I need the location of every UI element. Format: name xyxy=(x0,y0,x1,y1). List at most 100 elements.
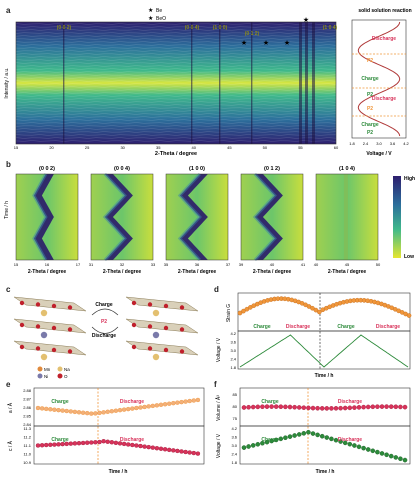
panel-letter-b: b xyxy=(6,160,11,169)
strain-point xyxy=(406,313,412,318)
map-xtick: 16 xyxy=(45,262,50,267)
c-param-point xyxy=(138,443,143,449)
voltage-point xyxy=(370,448,376,454)
xrd-peak-stripe xyxy=(251,22,253,144)
voltage-point xyxy=(260,440,265,446)
map-xlabel: 2-Theta / degree xyxy=(103,269,142,275)
c-param-point xyxy=(134,443,139,448)
a-param-point xyxy=(138,405,143,410)
d-ytick: 3.0 xyxy=(230,348,236,353)
f-xlabel: Time / h xyxy=(316,469,335,475)
map-xtick: 45 xyxy=(345,262,350,267)
panel-f-volume-voltage: Volume / Å³ Voltage / V 85 80 75 4.2 3.6 3.0 2… xyxy=(215,387,411,475)
colorbar-high: High xyxy=(404,176,415,182)
volume-point xyxy=(388,404,394,409)
strain-point xyxy=(237,310,243,316)
volume-point xyxy=(315,405,320,411)
c-param-point xyxy=(80,440,86,446)
c-param-point xyxy=(166,447,172,453)
volume-point xyxy=(273,404,279,409)
side-phase-label: Charge xyxy=(361,76,378,82)
f-ytick-top: 75 xyxy=(233,416,238,421)
e-ylabel-bottom: c / Å xyxy=(7,440,14,451)
voltage-point xyxy=(365,447,371,452)
a-param-point xyxy=(93,411,98,416)
volume-point xyxy=(361,404,366,410)
map-label: (1 0 0) xyxy=(189,166,205,172)
voltage-point xyxy=(352,443,357,448)
a-xtick: 15 xyxy=(14,145,19,150)
a-param-point xyxy=(146,404,151,409)
side-xtick: 1.8 xyxy=(349,141,355,146)
contour-map: (1 0 4) 40 45 50 2-Theta / degree xyxy=(314,166,381,275)
panel-c-structure: Charge P2 Discharge Mn Na Ni O xyxy=(13,296,199,379)
voltage-point xyxy=(241,445,247,450)
map-xtick: 32 xyxy=(120,262,125,267)
e-ytick-bottom: 11.3 xyxy=(24,426,32,431)
d-ytick: 3.6 xyxy=(230,340,236,345)
a-param-point xyxy=(134,405,139,411)
c-charge-label: Charge xyxy=(95,302,112,308)
volume-point xyxy=(241,405,247,410)
volume-point xyxy=(379,404,385,409)
volume-point xyxy=(393,404,399,410)
map-xlabel: 2-Theta / degree xyxy=(178,269,217,275)
f-ytick-bottom: 4.2 xyxy=(231,426,237,431)
voltage-point xyxy=(264,439,270,445)
panel-b-ylabel: Time / h xyxy=(4,201,10,219)
c-param-point xyxy=(68,441,74,446)
legend-beo: BeO xyxy=(156,16,166,22)
volume-point xyxy=(352,405,357,410)
d-phase-label: Discharge xyxy=(376,324,400,330)
map-xtick: 50 xyxy=(376,262,381,267)
a-xtick: 25 xyxy=(85,145,90,150)
c-param-point xyxy=(48,442,53,448)
voltage-point xyxy=(278,436,284,442)
volume-point xyxy=(255,404,261,410)
a-param-point xyxy=(162,402,168,407)
voltage-point xyxy=(319,433,325,439)
d-phase-label: Charge xyxy=(337,324,354,330)
voltage-point xyxy=(398,456,403,462)
legend-na: Na xyxy=(64,367,70,372)
contour-map: (0 0 4) 31 32 33 2-Theta / degree xyxy=(89,166,156,275)
side-phase-label: P2 xyxy=(367,130,373,136)
volume-point xyxy=(287,404,293,410)
a-param-point xyxy=(179,399,184,405)
voltage-point xyxy=(296,432,302,437)
a-param-point xyxy=(80,410,86,415)
a-param-point xyxy=(117,407,123,413)
e-ytick-top: 2.86 xyxy=(23,405,32,410)
volume-point xyxy=(260,404,265,410)
d-ylabel-bottom: Voltage / V xyxy=(216,337,222,362)
peak-label: (0 0 4) xyxy=(185,25,200,31)
map-label: (1 0 4) xyxy=(339,166,355,172)
beo-star-marker: ★ xyxy=(284,39,290,47)
side-phase-label: Discharge xyxy=(372,36,396,42)
panel-a-xrd-waterfall: Intensity / a.u. 15 20 25 30 35 40 45 50 55 60 2-… xyxy=(4,7,412,157)
c-param-point xyxy=(175,448,180,454)
a-xtick: 35 xyxy=(156,145,161,150)
xrd-peak-stripe xyxy=(305,22,308,144)
c-param-point xyxy=(162,447,168,452)
voltage-point xyxy=(338,439,343,444)
voltage-point xyxy=(310,431,316,436)
legend-be: Be xyxy=(156,8,162,14)
e-ytick-top: 2.87 xyxy=(23,397,32,402)
side-title: solid solution reaction xyxy=(358,8,411,14)
e-ytick-bottom: 11.1 xyxy=(24,443,32,448)
map-xlabel: 2-Theta / degree xyxy=(328,269,367,275)
a-param-point xyxy=(171,400,176,406)
map-xlabel: 2-Theta / degree xyxy=(28,269,67,275)
volume-point xyxy=(342,405,348,411)
a-param-point xyxy=(191,398,197,403)
peak-label: (1 0 0) xyxy=(213,25,228,31)
colorbar-low: Low xyxy=(404,254,414,260)
a-param-point xyxy=(52,407,57,412)
a-param-point xyxy=(183,399,188,404)
a-xtick: 60 xyxy=(334,145,339,150)
a-param-point xyxy=(76,410,82,415)
side-xtick: 3.0 xyxy=(376,141,382,146)
map-xtick: 41 xyxy=(301,262,306,267)
